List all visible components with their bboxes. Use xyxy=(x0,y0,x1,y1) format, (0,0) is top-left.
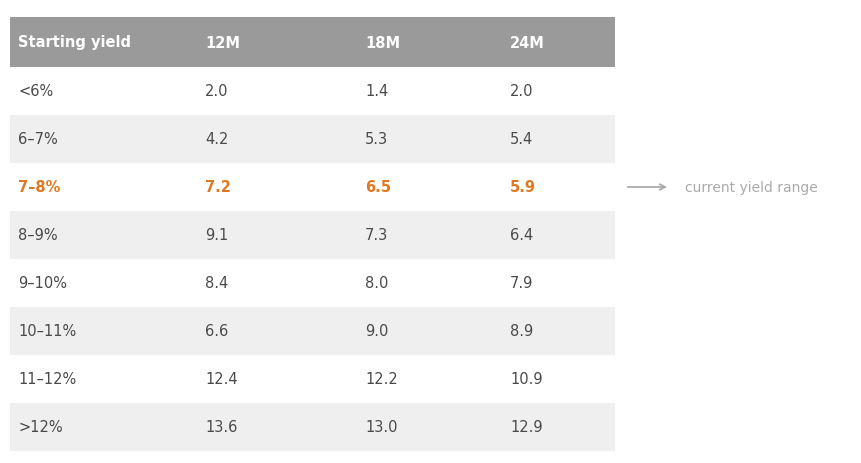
Text: 24M: 24M xyxy=(510,36,545,50)
Bar xyxy=(10,163,615,212)
Text: 12.9: 12.9 xyxy=(510,419,542,435)
Text: Starting yield: Starting yield xyxy=(18,36,131,50)
Bar xyxy=(10,307,615,355)
Text: 2.0: 2.0 xyxy=(205,84,228,99)
Text: 6–7%: 6–7% xyxy=(18,132,58,147)
Text: 12.2: 12.2 xyxy=(365,372,398,387)
Text: 4.2: 4.2 xyxy=(205,132,228,147)
Bar xyxy=(10,116,615,163)
Text: 8–9%: 8–9% xyxy=(18,228,58,243)
Text: 12M: 12M xyxy=(205,36,240,50)
Text: >12%: >12% xyxy=(18,419,63,435)
Text: 6.4: 6.4 xyxy=(510,228,533,243)
Text: 1.4: 1.4 xyxy=(365,84,388,99)
Text: 9.0: 9.0 xyxy=(365,324,388,339)
Text: 8.4: 8.4 xyxy=(205,276,228,291)
Text: 11–12%: 11–12% xyxy=(18,372,77,387)
Bar xyxy=(10,259,615,307)
Text: 9.1: 9.1 xyxy=(205,228,228,243)
Text: 7–8%: 7–8% xyxy=(18,180,60,195)
Text: 8.0: 8.0 xyxy=(365,276,388,291)
Text: current yield range: current yield range xyxy=(685,181,818,194)
Bar xyxy=(10,68,615,116)
Text: 7.3: 7.3 xyxy=(365,228,388,243)
Text: 8.9: 8.9 xyxy=(510,324,533,339)
Text: 6.6: 6.6 xyxy=(205,324,228,339)
Bar xyxy=(10,18,615,68)
Text: 7.9: 7.9 xyxy=(510,276,533,291)
Text: 7.2: 7.2 xyxy=(205,180,231,195)
Bar xyxy=(10,403,615,451)
Text: 13.6: 13.6 xyxy=(205,419,238,435)
Text: 5.3: 5.3 xyxy=(365,132,388,147)
Text: 2.0: 2.0 xyxy=(510,84,534,99)
Text: 5.9: 5.9 xyxy=(510,180,536,195)
Text: <6%: <6% xyxy=(18,84,53,99)
Text: 5.4: 5.4 xyxy=(510,132,533,147)
Text: 13.0: 13.0 xyxy=(365,419,398,435)
Bar xyxy=(10,355,615,403)
Text: 9–10%: 9–10% xyxy=(18,276,67,291)
Bar xyxy=(10,212,615,259)
Text: 18M: 18M xyxy=(365,36,400,50)
Text: 10–11%: 10–11% xyxy=(18,324,77,339)
Text: 10.9: 10.9 xyxy=(510,372,542,387)
Text: 12.4: 12.4 xyxy=(205,372,238,387)
Text: 6.5: 6.5 xyxy=(365,180,391,195)
